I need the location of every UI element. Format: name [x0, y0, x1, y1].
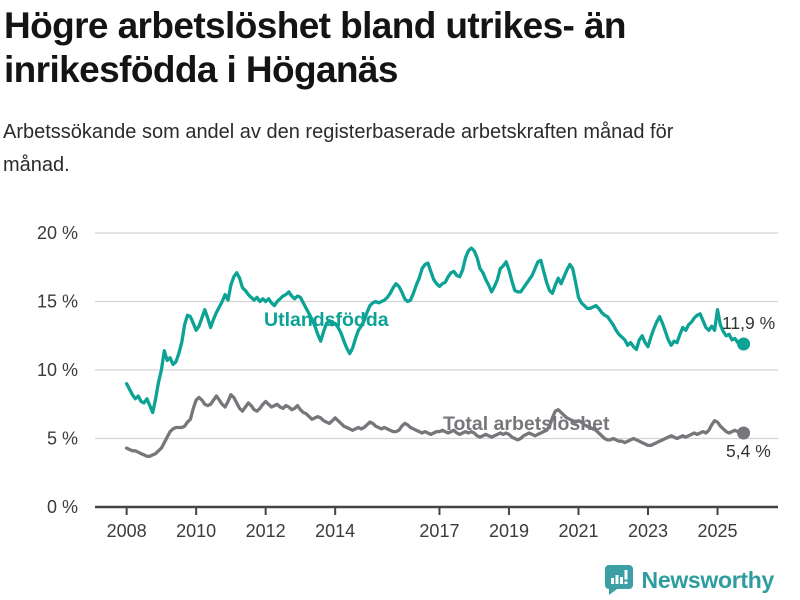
- end-value-label-total: 5,4 %: [726, 441, 771, 461]
- series-label-utlandsfodda: Utlandsfödda: [264, 309, 389, 331]
- end-dot-total: [737, 426, 751, 440]
- x-tick-label: 2019: [489, 521, 529, 541]
- x-tick-label: 2014: [315, 521, 355, 541]
- x-tick-label: 2021: [558, 521, 598, 541]
- series-line-utlandsfodda: [124, 246, 746, 415]
- brand-footer: Newsworthy: [604, 564, 774, 596]
- end-dot-utlandsfodda: [737, 337, 751, 351]
- chart-subtitle: Arbetssökande som andel av den registerb…: [3, 121, 674, 176]
- y-tick-label: 10 %: [37, 360, 78, 380]
- y-tick-label: 0 %: [47, 497, 78, 517]
- x-tick-label: 2023: [628, 521, 668, 541]
- brand-name: Newsworthy: [641, 566, 775, 593]
- x-tick-label: 2025: [697, 521, 737, 541]
- x-tick-label: 2008: [107, 521, 147, 541]
- chart-title: Högre arbetslöshet bland utrikes- än inr…: [4, 5, 627, 90]
- series-line-total: [124, 393, 746, 458]
- x-tick-label: 2012: [246, 521, 286, 541]
- series-label-total: Total arbetslöshet: [443, 413, 610, 435]
- y-tick-label: 5 %: [47, 429, 78, 449]
- x-tick-label: 2010: [176, 521, 216, 541]
- end-value-label-utlandsfodda: 11,9 %: [722, 313, 775, 333]
- newsworthy-logo-icon: [604, 565, 633, 595]
- y-tick-label: 20 %: [37, 223, 78, 243]
- y-tick-label: 15 %: [37, 292, 78, 312]
- x-tick-label: 2017: [419, 521, 459, 541]
